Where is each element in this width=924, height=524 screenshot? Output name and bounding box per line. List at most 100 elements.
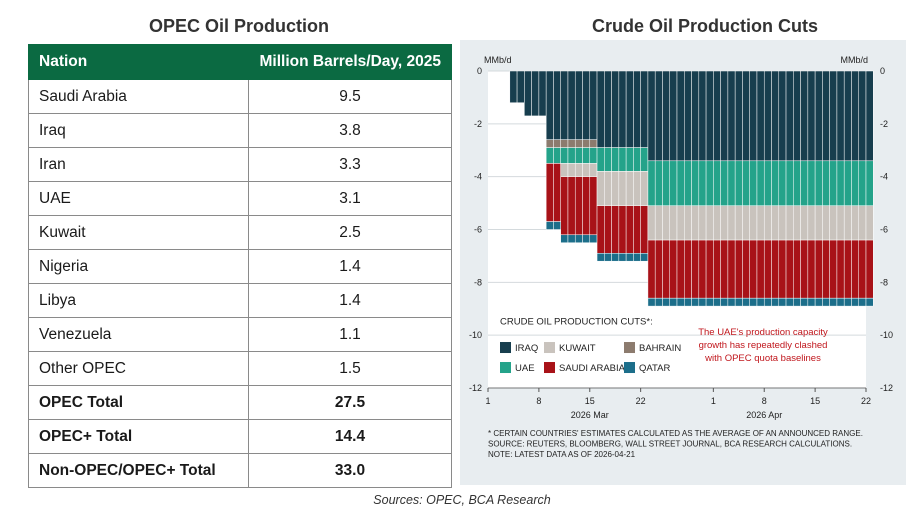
production-value-cell: 3.1 bbox=[247, 181, 453, 216]
bar-segment-kuwait bbox=[763, 205, 772, 241]
bar-segment-kuwait bbox=[574, 163, 583, 177]
bar-segment-qatar bbox=[836, 297, 845, 307]
y-tick-label-left: -2 bbox=[474, 119, 482, 129]
bar-segment-kuwait bbox=[582, 163, 591, 177]
bar-segment-iraq bbox=[858, 70, 867, 162]
bar-segment-iraq bbox=[734, 70, 743, 162]
table-row: OPEC+ Total 14.4 bbox=[28, 419, 453, 454]
bar-segment-uae bbox=[647, 160, 656, 206]
table-row: Non-OPEC/OPEC+ Total 33.0 bbox=[28, 453, 453, 488]
legend-swatch bbox=[544, 342, 555, 354]
bar-segment-kuwait bbox=[713, 205, 721, 241]
production-value-cell: 1.5 bbox=[247, 351, 453, 386]
bar-segment-qatar bbox=[749, 297, 758, 307]
bar-segment-iraq bbox=[618, 70, 627, 148]
bar-segment-saudi-arabia bbox=[865, 239, 874, 299]
bar-segment-kuwait bbox=[589, 163, 598, 177]
bar-segment-saudi-arabia bbox=[734, 239, 743, 299]
bar-segment-kuwait bbox=[843, 205, 852, 241]
bar-segment-qatar bbox=[756, 297, 765, 307]
bar-segment-qatar bbox=[669, 297, 678, 307]
bar-segment-saudi-arabia bbox=[545, 163, 554, 222]
bar-segment-iraq bbox=[727, 70, 736, 162]
y-tick-label-right: -2 bbox=[880, 119, 888, 129]
bar-segment-kuwait bbox=[705, 205, 714, 241]
bar-segment-bahrain bbox=[574, 139, 583, 148]
bar-segment-saudi-arabia bbox=[713, 239, 721, 299]
bar-segment-saudi-arabia bbox=[654, 239, 663, 299]
bar-segment-kuwait bbox=[778, 205, 787, 241]
bar-segment-uae bbox=[654, 160, 663, 206]
bar-segment-qatar bbox=[778, 297, 787, 307]
bar-segment-saudi-arabia bbox=[763, 239, 772, 299]
bar-segment-qatar bbox=[822, 297, 830, 307]
bar-segment-iraq bbox=[684, 70, 692, 162]
bar-segment-kuwait bbox=[727, 205, 736, 241]
legend-label: BAHRAIN bbox=[639, 343, 681, 354]
bar-segment-kuwait bbox=[676, 205, 685, 241]
bar-segment-qatar bbox=[553, 221, 561, 230]
bar-segment-saudi-arabia bbox=[611, 205, 620, 254]
bar-segment-kuwait bbox=[785, 205, 794, 241]
bar-segment-kuwait bbox=[625, 171, 634, 206]
table-body: Saudi Arabia 9.5 Iraq 3.8 Iran 3.3 UAE 3.1 Kuwai… bbox=[28, 79, 453, 488]
bar-segment-qatar bbox=[742, 297, 750, 307]
bar-segment-saudi-arabia bbox=[662, 239, 670, 299]
bar-segment-kuwait bbox=[691, 205, 700, 241]
bar-segment-uae bbox=[814, 160, 823, 206]
x-tick-label: 22 bbox=[636, 396, 646, 406]
bar-segment-qatar bbox=[698, 297, 707, 307]
table-row: Iraq 3.8 bbox=[28, 113, 453, 148]
bar-segment-uae bbox=[800, 160, 809, 206]
footnote-line: SOURCE: REUTERS, BLOOMBERG, WALL STREET … bbox=[488, 440, 852, 449]
bar-segment-iraq bbox=[509, 70, 518, 103]
bar-segment-uae bbox=[749, 160, 758, 206]
bar-segment-uae bbox=[640, 147, 649, 172]
table-row: Kuwait 2.5 bbox=[28, 215, 453, 250]
table-row: Libya 1.4 bbox=[28, 283, 453, 318]
bar-segment-qatar bbox=[785, 297, 794, 307]
bar-segment-uae bbox=[829, 160, 838, 206]
footnote-line: * CERTAIN COUNTRIES' ESTIMATES CALCULATE… bbox=[488, 429, 863, 438]
bar-segment-iraq bbox=[676, 70, 685, 162]
y-tick-label-left: -4 bbox=[474, 172, 482, 182]
nation-cell: Venezuela bbox=[28, 317, 249, 352]
bar-segment-kuwait bbox=[814, 205, 823, 241]
production-cuts-chart: 0 0 -2 -2 -4 -4 -6 -6 -8 -8 -10 -10 -12 -12 MMb/d MMb/d… bbox=[460, 40, 906, 485]
bar-segment-uae bbox=[574, 147, 583, 164]
bar-segment-saudi-arabia bbox=[589, 176, 598, 236]
bar-segment-bahrain bbox=[589, 139, 598, 148]
bar-segment-qatar bbox=[618, 253, 627, 262]
bar-segment-qatar bbox=[720, 297, 729, 307]
bar-segment-kuwait bbox=[793, 205, 801, 241]
bar-segment-iraq bbox=[669, 70, 678, 162]
bar-segment-kuwait bbox=[662, 205, 670, 241]
bar-segment-kuwait bbox=[698, 205, 707, 241]
bar-segment-iraq bbox=[742, 70, 750, 162]
chart-title: Crude Oil Production Cuts bbox=[591, 16, 818, 36]
production-value-cell: 1.4 bbox=[247, 283, 453, 318]
production-value-cell: 14.4 bbox=[247, 419, 453, 454]
bar-segment-qatar bbox=[604, 253, 612, 262]
bar-segment-saudi-arabia bbox=[604, 205, 612, 254]
bar-segment-saudi-arabia bbox=[633, 205, 641, 254]
x-month-label: 2026 Apr bbox=[746, 410, 782, 420]
source-note: Sources: OPEC, BCA Research bbox=[373, 493, 551, 507]
bar-segment-saudi-arabia bbox=[720, 239, 729, 299]
bar-segment-uae bbox=[851, 160, 859, 206]
legend-label: UAE bbox=[515, 363, 535, 374]
bar-segment-iraq bbox=[785, 70, 794, 162]
bar-segment-qatar bbox=[713, 297, 721, 307]
bar-segment-qatar bbox=[654, 297, 663, 307]
column-header-production: Million Barrels/Day, 2025 bbox=[247, 44, 453, 80]
annotation-line: The UAE's production capacity bbox=[698, 327, 828, 338]
y-tick-label-right: -10 bbox=[880, 330, 893, 340]
y-tick-label-right: -6 bbox=[880, 225, 888, 235]
nation-cell: Kuwait bbox=[28, 215, 249, 250]
bar-segment-iraq bbox=[778, 70, 787, 162]
bar-segment-iraq bbox=[807, 70, 816, 162]
bar-segment-bahrain bbox=[553, 139, 561, 148]
bar-segment-saudi-arabia bbox=[640, 205, 649, 254]
bar-segment-iraq bbox=[720, 70, 729, 162]
bar-segment-saudi-arabia bbox=[618, 205, 627, 254]
